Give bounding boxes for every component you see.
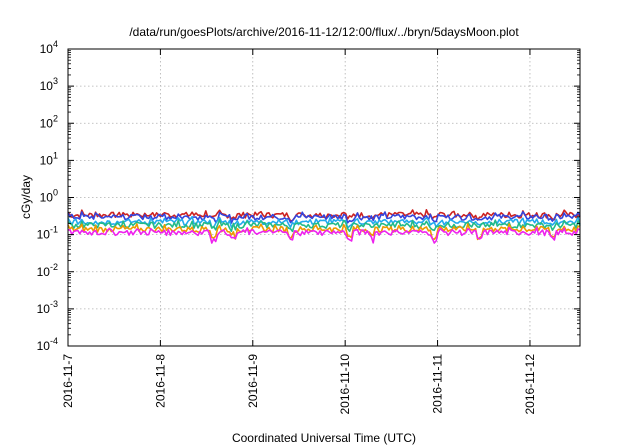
y-tick-label: 10-4 bbox=[37, 336, 58, 353]
y-axis-label: cGy/day bbox=[19, 175, 33, 219]
y-tick-base: 10 bbox=[40, 153, 54, 167]
grid bbox=[68, 49, 580, 346]
y-tick-exponent: -1 bbox=[50, 225, 58, 235]
x-axis: 2016-11-7 2016-11-8 2016-11-9 2016-11-10 201… bbox=[61, 49, 537, 415]
y-tick-exponent: 4 bbox=[53, 39, 58, 49]
y-tick-base: 10 bbox=[40, 42, 54, 56]
x-axis-label: Coordinated Universal Time (UTC) bbox=[232, 431, 416, 445]
y-tick-exponent: 2 bbox=[53, 113, 58, 123]
y-tick-label: 100 bbox=[40, 188, 58, 205]
series-line bbox=[67, 226, 581, 244]
x-tick-label: 2016-11-11 bbox=[431, 354, 445, 414]
y-tick-exponent: -2 bbox=[50, 262, 58, 272]
y-tick-base: 10 bbox=[40, 116, 54, 130]
x-tick-label: 2016-11-10 bbox=[338, 354, 352, 415]
y-tick-exponent: 3 bbox=[53, 76, 58, 86]
y-tick-exponent: 1 bbox=[53, 150, 58, 160]
x-tick-label: 2016-11-12 bbox=[523, 354, 537, 415]
y-tick-base: 10 bbox=[37, 228, 51, 242]
y-tick-label: 10-2 bbox=[37, 262, 58, 279]
x-tick-label: 2016-11-9 bbox=[246, 354, 260, 408]
y-tick-base: 10 bbox=[37, 339, 51, 353]
series-group bbox=[67, 209, 581, 244]
y-tick-label: 10-1 bbox=[37, 225, 58, 242]
y-tick-exponent: -3 bbox=[50, 299, 58, 309]
y-tick-label: 102 bbox=[40, 113, 58, 130]
y-tick-base: 10 bbox=[40, 79, 54, 93]
y-tick-base: 10 bbox=[37, 265, 51, 279]
y-tick-label: 103 bbox=[40, 76, 58, 93]
y-tick-label: 101 bbox=[40, 150, 58, 167]
series-line bbox=[67, 211, 581, 224]
y-tick-base: 10 bbox=[37, 302, 51, 316]
series-line bbox=[67, 219, 581, 233]
chart-title: /data/run/goesPlots/archive/2016-11-12/1… bbox=[129, 25, 519, 39]
y-tick-exponent: 0 bbox=[53, 188, 58, 198]
x-tick-label: 2016-11-7 bbox=[61, 354, 75, 408]
y-tick-exponent: -4 bbox=[50, 336, 58, 346]
x-tick-label: 2016-11-8 bbox=[153, 354, 167, 408]
y-tick-label: 10-3 bbox=[37, 299, 58, 316]
y-tick-label: 104 bbox=[40, 39, 58, 56]
y-tick-base: 10 bbox=[40, 191, 54, 205]
